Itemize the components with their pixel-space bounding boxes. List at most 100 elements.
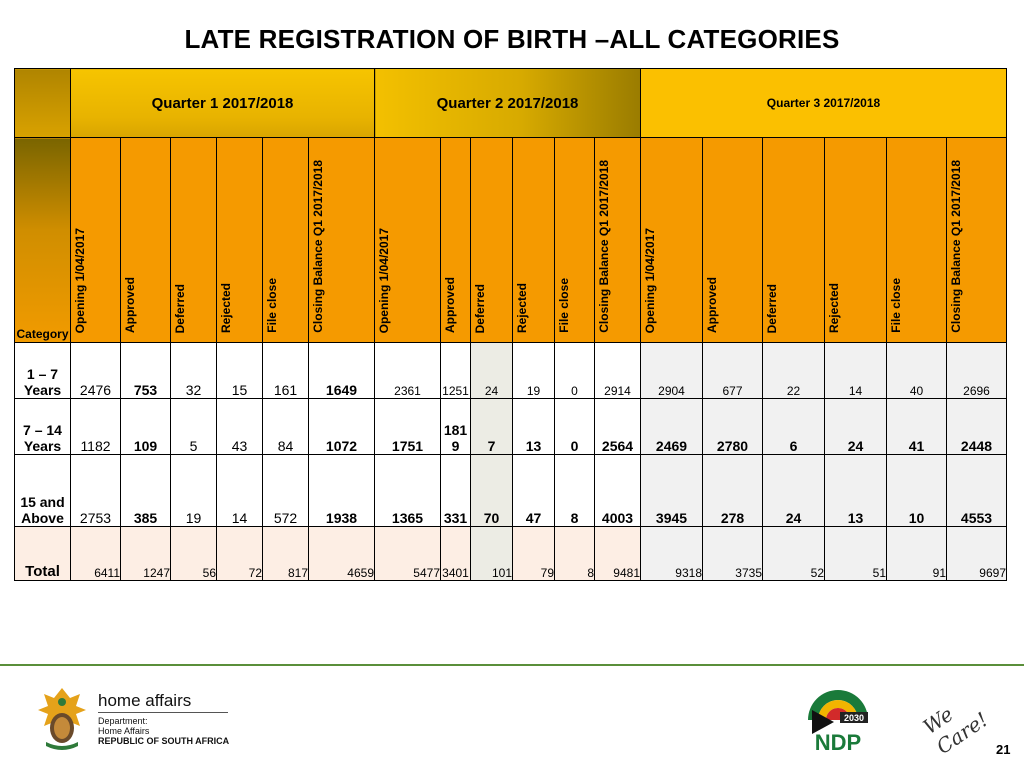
total-cell: 9697 bbox=[946, 526, 1007, 581]
table-cell: 2914 bbox=[594, 342, 641, 399]
total-cell: 101 bbox=[470, 526, 513, 581]
col-header-q1-3: Rejected bbox=[216, 137, 263, 343]
table-cell: 2753 bbox=[70, 454, 121, 527]
table-cell: 24 bbox=[470, 342, 513, 399]
table-cell: 1938 bbox=[308, 454, 375, 527]
total-cell: 5477 bbox=[374, 526, 441, 581]
table-cell: 278 bbox=[702, 454, 763, 527]
table-cell: 70 bbox=[470, 454, 513, 527]
ndp-text: NDP bbox=[815, 730, 861, 754]
total-cell: 51 bbox=[824, 526, 887, 581]
total-cell: 72 bbox=[216, 526, 263, 581]
table-cell: 10 bbox=[886, 454, 947, 527]
total-cell: 1247 bbox=[120, 526, 171, 581]
table-cell: 677 bbox=[702, 342, 763, 399]
ndp-year: 2030 bbox=[844, 713, 864, 723]
col-header-q2-5: Closing Balance Q1 2017/2018 bbox=[594, 137, 641, 343]
table-cell: 572 bbox=[262, 454, 309, 527]
col-header-q1-4: File close bbox=[262, 137, 309, 343]
col-header-q3-2: Deferred bbox=[762, 137, 825, 343]
col-header-q2-0: Opening 1/04/2017 bbox=[374, 137, 441, 343]
total-cell: 56 bbox=[170, 526, 217, 581]
col-header-q3-0: Opening 1/04/2017 bbox=[640, 137, 703, 343]
footer-divider bbox=[0, 664, 1024, 666]
total-row: Total 6411 1247 56 72 817 4659 5477 3401 101 79 8 94… bbox=[14, 526, 1007, 581]
table-cell: 331 bbox=[440, 454, 471, 527]
table-cell: 1182 bbox=[70, 398, 121, 455]
col-header-q3-5: Closing Balance Q1 2017/2018 bbox=[946, 137, 1007, 343]
col-header-q1-5: Closing Balance Q1 2017/2018 bbox=[308, 137, 375, 343]
table-cell: 0 bbox=[554, 342, 595, 399]
table-cell: 47 bbox=[512, 454, 555, 527]
col-header-q3-3: Rejected bbox=[824, 137, 887, 343]
table-cell: 84 bbox=[262, 398, 309, 455]
dept-line-3: REPUBLIC OF SOUTH AFRICA bbox=[98, 736, 230, 746]
total-cell: 91 bbox=[886, 526, 947, 581]
col-header-q2-1: Approved bbox=[440, 137, 471, 343]
total-cell: 3735 bbox=[702, 526, 763, 581]
org-rule bbox=[98, 712, 228, 713]
row-category: 15 and Above bbox=[14, 454, 71, 527]
table-cell: 2696 bbox=[946, 342, 1007, 399]
table-cell: 2361 bbox=[374, 342, 441, 399]
table-cell: 2564 bbox=[594, 398, 641, 455]
table-cell: 1365 bbox=[374, 454, 441, 527]
table-cell: 4003 bbox=[594, 454, 641, 527]
table-cell: 1751 bbox=[374, 398, 441, 455]
table-cell: 40 bbox=[886, 342, 947, 399]
org-name: home affairs bbox=[98, 691, 192, 710]
table-cell: 2780 bbox=[702, 398, 763, 455]
table-cell: 24 bbox=[762, 454, 825, 527]
table-cell: 1819 bbox=[440, 398, 471, 455]
col-header-q2-2: Deferred bbox=[470, 137, 513, 343]
page-title: LATE REGISTRATION OF BIRTH –ALL CATEGORI… bbox=[184, 24, 840, 54]
quarter-2-header: Quarter 2 2017/2018 bbox=[374, 68, 641, 138]
table-cell: 5 bbox=[170, 398, 217, 455]
col-header-q1-1: Approved bbox=[120, 137, 171, 343]
table-cell: 3945 bbox=[640, 454, 703, 527]
table-cell: 2448 bbox=[946, 398, 1007, 455]
table-cell: 19 bbox=[512, 342, 555, 399]
total-cell: 9318 bbox=[640, 526, 703, 581]
row-category: 1 – 7 Years bbox=[14, 342, 71, 399]
table-row: 15 and Above 2753 385 19 14 572 1938 1365 331 70 4… bbox=[14, 454, 1007, 527]
table-cell: 7 bbox=[470, 398, 513, 455]
total-cell: 79 bbox=[512, 526, 555, 581]
table-cell: 2904 bbox=[640, 342, 703, 399]
table-cell: 109 bbox=[120, 398, 171, 455]
table-cell: 22 bbox=[762, 342, 825, 399]
quarter-3-header: Quarter 3 2017/2018 bbox=[640, 68, 1007, 138]
dept-line-1: Department: bbox=[98, 716, 148, 726]
category-header: Category bbox=[14, 137, 71, 343]
department-block: Department: Home Affairs REPUBLIC OF SOU… bbox=[98, 716, 229, 746]
table-cell: 385 bbox=[120, 454, 171, 527]
col-header-q3-1: Approved bbox=[702, 137, 763, 343]
col-header-q1-2: Deferred bbox=[170, 137, 217, 343]
table-cell: 43 bbox=[216, 398, 263, 455]
coat-of-arms-icon bbox=[38, 688, 86, 750]
corner-cell bbox=[14, 68, 71, 138]
table-cell: 32 bbox=[170, 342, 217, 399]
col-header-q2-3: Rejected bbox=[512, 137, 555, 343]
table-cell: 2469 bbox=[640, 398, 703, 455]
total-cell: 52 bbox=[762, 526, 825, 581]
total-cell: 817 bbox=[262, 526, 309, 581]
total-cell: 8 bbox=[554, 526, 595, 581]
table-cell: 24 bbox=[824, 398, 887, 455]
table-cell: 14 bbox=[216, 454, 263, 527]
table-cell: 41 bbox=[886, 398, 947, 455]
table-cell: 161 bbox=[262, 342, 309, 399]
page-number: 21 bbox=[996, 742, 1011, 757]
dept-line-2: Home Affairs bbox=[98, 726, 150, 736]
table-cell: 13 bbox=[512, 398, 555, 455]
table-cell: 4553 bbox=[946, 454, 1007, 527]
registration-table: Quarter 1 2017/2018 Quarter 2 2017/2018 … bbox=[14, 68, 1007, 581]
table-cell: 1072 bbox=[308, 398, 375, 455]
table-row: 1 – 7 Years 2476 753 32 15 161 1649 2361 1251 24 1… bbox=[14, 342, 1007, 399]
col-header-q1-0: Opening 1/04/2017 bbox=[70, 137, 121, 343]
col-header-q2-4: File close bbox=[554, 137, 595, 343]
total-cell: 9481 bbox=[594, 526, 641, 581]
table-cell: 15 bbox=[216, 342, 263, 399]
row-category: 7 – 14 Years bbox=[14, 398, 71, 455]
table-cell: 13 bbox=[824, 454, 887, 527]
